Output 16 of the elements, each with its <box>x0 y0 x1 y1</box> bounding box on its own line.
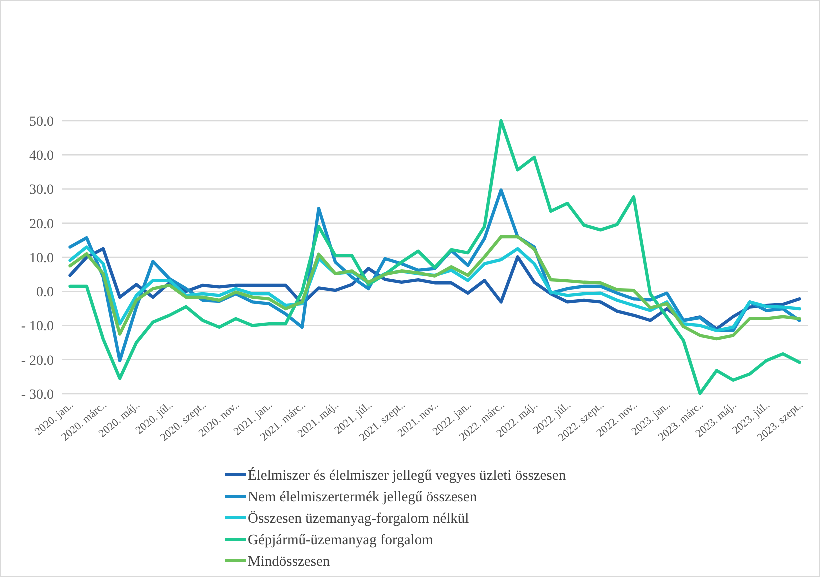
y-tick-label: 20.0 <box>30 217 54 232</box>
legend-label: Nem élelmiszertermék jellegű összesen <box>248 490 478 506</box>
y-tick-label: - 30.0 <box>21 388 54 403</box>
y-tick-label: 30.0 <box>30 183 54 198</box>
y-tick-label: 0.0 <box>36 286 54 301</box>
y-tick-label: 10.0 <box>30 251 54 266</box>
y-tick-label: 40.0 <box>30 149 54 164</box>
y-tick-label: 50.0 <box>30 114 54 130</box>
y-tick-label: - 20.0 <box>21 354 54 369</box>
legend-label: Gépjármű-üzemanyag forgalom <box>248 532 434 549</box>
legend-label: Összesen üzemanyag-forgalom nélkül <box>248 511 470 528</box>
legend-label: Élelmiszer és élelmiszer jellegű vegyes üzleti összesen <box>248 467 567 484</box>
line-series <box>68 235 802 341</box>
y-tick-label: - 10.0 <box>21 320 54 335</box>
line-series <box>68 119 802 396</box>
legend-label: Mindösszesen <box>248 554 331 570</box>
